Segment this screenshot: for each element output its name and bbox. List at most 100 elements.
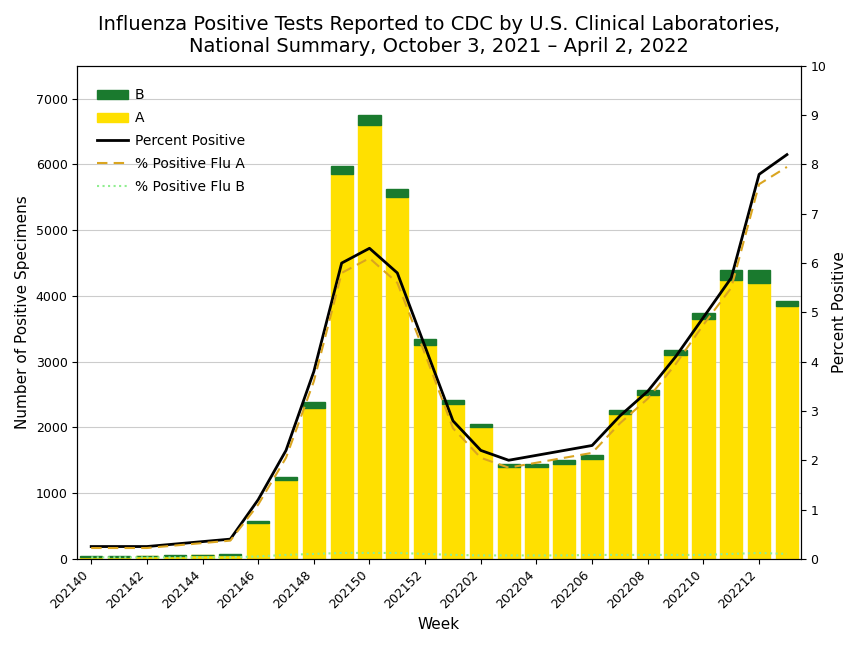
Bar xyxy=(413,338,436,345)
Bar xyxy=(691,313,714,319)
Bar xyxy=(275,477,297,480)
Percent Positive xyxy=(447,417,457,424)
% Positive Flu A xyxy=(114,544,124,552)
% Positive Flu A xyxy=(197,539,208,547)
Bar xyxy=(664,355,686,559)
Bar xyxy=(524,467,547,559)
% Positive Flu A xyxy=(170,542,180,549)
Line: % Positive Flu B: % Positive Flu B xyxy=(91,553,786,557)
% Positive Flu A xyxy=(641,395,652,402)
Bar xyxy=(636,390,658,395)
Percent Positive xyxy=(530,452,541,459)
Percent Positive xyxy=(559,446,569,454)
Bar xyxy=(302,408,325,559)
% Positive Flu B xyxy=(419,550,430,558)
Percent Positive xyxy=(225,535,235,543)
Bar xyxy=(330,166,352,174)
Bar xyxy=(164,556,186,559)
Bar xyxy=(608,414,630,559)
Line: % Positive Flu A: % Positive Flu A xyxy=(91,167,786,548)
Percent Positive xyxy=(475,446,486,454)
% Positive Flu A xyxy=(614,419,624,427)
Bar xyxy=(469,428,492,559)
Bar xyxy=(553,460,575,463)
Bar xyxy=(219,554,241,555)
Bar xyxy=(275,480,297,559)
Bar xyxy=(413,345,436,559)
% Positive Flu A xyxy=(364,254,375,262)
% Positive Flu B xyxy=(392,549,402,557)
% Positive Flu A xyxy=(308,377,319,385)
Bar xyxy=(580,459,603,559)
Y-axis label: Number of Positive Specimens: Number of Positive Specimens xyxy=(15,195,30,429)
% Positive Flu B xyxy=(586,551,597,559)
% Positive Flu B xyxy=(725,550,735,558)
% Positive Flu A xyxy=(697,321,708,329)
% Positive Flu A xyxy=(392,279,402,287)
Bar xyxy=(608,410,630,414)
Percent Positive xyxy=(419,343,430,351)
% Positive Flu A xyxy=(141,544,152,552)
Percent Positive xyxy=(114,543,124,551)
% Positive Flu A xyxy=(753,181,764,188)
Bar xyxy=(636,395,658,559)
% Positive Flu B xyxy=(86,553,96,561)
Percent Positive xyxy=(308,367,319,375)
Percent Positive xyxy=(670,353,680,360)
Percent Positive xyxy=(336,259,346,267)
Percent Positive xyxy=(503,456,513,464)
Line: Percent Positive: Percent Positive xyxy=(91,155,786,547)
Percent Positive xyxy=(614,412,624,420)
Bar xyxy=(80,556,102,557)
% Positive Flu A xyxy=(503,464,513,472)
% Positive Flu B xyxy=(225,553,235,561)
% Positive Flu B xyxy=(170,553,180,561)
Percent Positive xyxy=(392,269,402,277)
Bar xyxy=(247,521,269,523)
% Positive Flu B xyxy=(641,551,652,559)
% Positive Flu B xyxy=(364,549,375,557)
Bar xyxy=(719,280,741,559)
% Positive Flu B xyxy=(197,553,208,561)
% Positive Flu A xyxy=(419,351,430,358)
Bar xyxy=(664,350,686,355)
Bar xyxy=(497,467,519,559)
Bar xyxy=(247,523,269,559)
Percent Positive xyxy=(86,543,96,551)
% Positive Flu B xyxy=(475,551,486,559)
Bar xyxy=(747,283,770,559)
% Positive Flu A xyxy=(725,284,735,292)
Bar xyxy=(553,463,575,559)
Bar xyxy=(191,555,214,559)
Percent Positive xyxy=(253,496,263,503)
Title: Influenza Positive Tests Reported to CDC by U.S. Clinical Laboratories,
National: Influenza Positive Tests Reported to CDC… xyxy=(98,15,779,56)
Bar xyxy=(302,402,325,408)
Bar xyxy=(691,319,714,559)
% Positive Flu A xyxy=(781,163,791,171)
Bar xyxy=(358,115,381,125)
Legend: B, A, Percent Positive, % Positive Flu A, % Positive Flu B: B, A, Percent Positive, % Positive Flu A… xyxy=(91,83,250,200)
% Positive Flu A xyxy=(86,544,96,552)
% Positive Flu B xyxy=(114,553,124,561)
Percent Positive xyxy=(781,151,791,159)
Bar xyxy=(442,400,463,404)
Percent Positive xyxy=(197,538,208,545)
Bar xyxy=(442,404,463,559)
Percent Positive xyxy=(586,442,597,450)
% Positive Flu B xyxy=(530,551,541,559)
Bar xyxy=(775,306,797,559)
Bar xyxy=(386,197,408,559)
Bar xyxy=(80,557,102,559)
Percent Positive xyxy=(281,446,291,454)
X-axis label: Week: Week xyxy=(418,617,460,632)
Bar xyxy=(386,189,408,197)
% Positive Flu B xyxy=(281,551,291,559)
% Positive Flu A xyxy=(586,449,597,457)
% Positive Flu B xyxy=(308,550,319,558)
Bar xyxy=(358,125,381,559)
Percent Positive xyxy=(141,543,152,551)
Y-axis label: Percent Positive: Percent Positive xyxy=(831,252,846,373)
% Positive Flu A xyxy=(530,459,541,466)
% Positive Flu A xyxy=(281,454,291,462)
% Positive Flu B xyxy=(614,551,624,559)
